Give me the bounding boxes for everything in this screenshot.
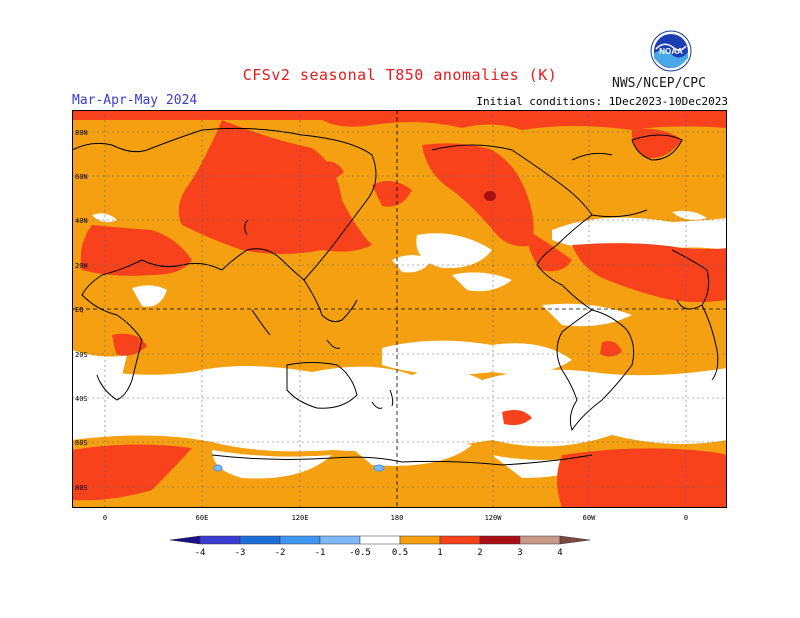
colorbar-cell: [359, 535, 401, 545]
noaa-logo-text: NOAA: [659, 47, 683, 56]
y-tick-label: 20S: [75, 351, 88, 359]
colorbar-cells: [170, 535, 591, 545]
strong-warm-spots: [484, 191, 496, 201]
y-tick-label: 60N: [75, 173, 88, 181]
x-axis-ticks: 0 60E 120E 180 120W 60W 0: [103, 514, 688, 522]
colorbar-level-label: 2: [477, 548, 482, 558]
colorbar-labels: -4 -3 -2 -1 -0.5 0.5 1 2 3 4: [195, 548, 563, 558]
x-tick-label: 120E: [292, 514, 309, 522]
colorbar-level-label: 3: [517, 548, 522, 558]
y-tick-label: 80N: [75, 129, 88, 137]
colorbar-level-label: -3: [235, 548, 246, 558]
anomaly-map: 0 60E 120E 180 120W 60W 0 80N 60N 40N 20N EQ 20S 40S…: [72, 110, 727, 522]
graticule: [72, 110, 727, 508]
cool-spots: [213, 464, 385, 472]
map-frame: [72, 110, 727, 508]
noaa-logo: NOAA: [650, 30, 692, 72]
colorbar-level-label: -4: [195, 548, 206, 558]
colorbar-cell: [519, 535, 561, 545]
colorbar-cell: [319, 535, 361, 545]
colorbar-cell: [170, 535, 201, 545]
colorbar: -4 -3 -2 -1 -0.5 0.5 1 2 3 4: [170, 535, 591, 558]
warm-regions: [72, 110, 727, 508]
colorbar-level-label: 0.5: [392, 548, 408, 558]
colorbar-cell: [479, 535, 521, 545]
season-label: Mar-Apr-May 2024: [72, 93, 198, 108]
x-tick-label: 180: [391, 514, 404, 522]
map-reference-lines: [72, 110, 727, 508]
colorbar-level-label: -0.5: [349, 548, 371, 558]
colorbar-cell: [439, 535, 481, 545]
x-tick-label: 60W: [583, 514, 596, 522]
colorbar-level-label: -1: [315, 548, 326, 558]
x-tick-label: 120W: [485, 514, 503, 522]
colorbar-cell: [559, 535, 591, 545]
y-tick-label: 40S: [75, 395, 88, 403]
near-zero-regions: [72, 208, 727, 479]
colorbar-level-label: 4: [557, 548, 562, 558]
chart-title: CFSv2 seasonal T850 anomalies (K): [242, 66, 558, 84]
colorbar-cell: [239, 535, 281, 545]
y-axis-ticks: 80N 60N 40N 20N EQ 20S 40S 60S 80S: [75, 129, 88, 492]
agency-label: NWS/NCEP/CPC: [612, 76, 706, 91]
colorbar-cell: [399, 535, 441, 545]
y-tick-label: 80S: [75, 484, 88, 492]
y-tick-label: 60S: [75, 439, 88, 447]
x-tick-label: 60E: [196, 514, 209, 522]
y-tick-label: 40N: [75, 217, 88, 225]
colorbar-level-label: -2: [275, 548, 286, 558]
initial-conditions-label: Initial conditions: 1Dec2023-10Dec2023: [476, 95, 728, 108]
colorbar-cell: [199, 535, 241, 545]
x-tick-label: 0: [103, 514, 107, 522]
x-tick-label: 0: [684, 514, 688, 522]
colorbar-cell: [279, 535, 321, 545]
coastlines: [72, 127, 719, 466]
colorbar-level-label: 1: [437, 548, 442, 558]
y-tick-label: EQ: [75, 306, 83, 314]
y-tick-label: 20N: [75, 262, 88, 270]
